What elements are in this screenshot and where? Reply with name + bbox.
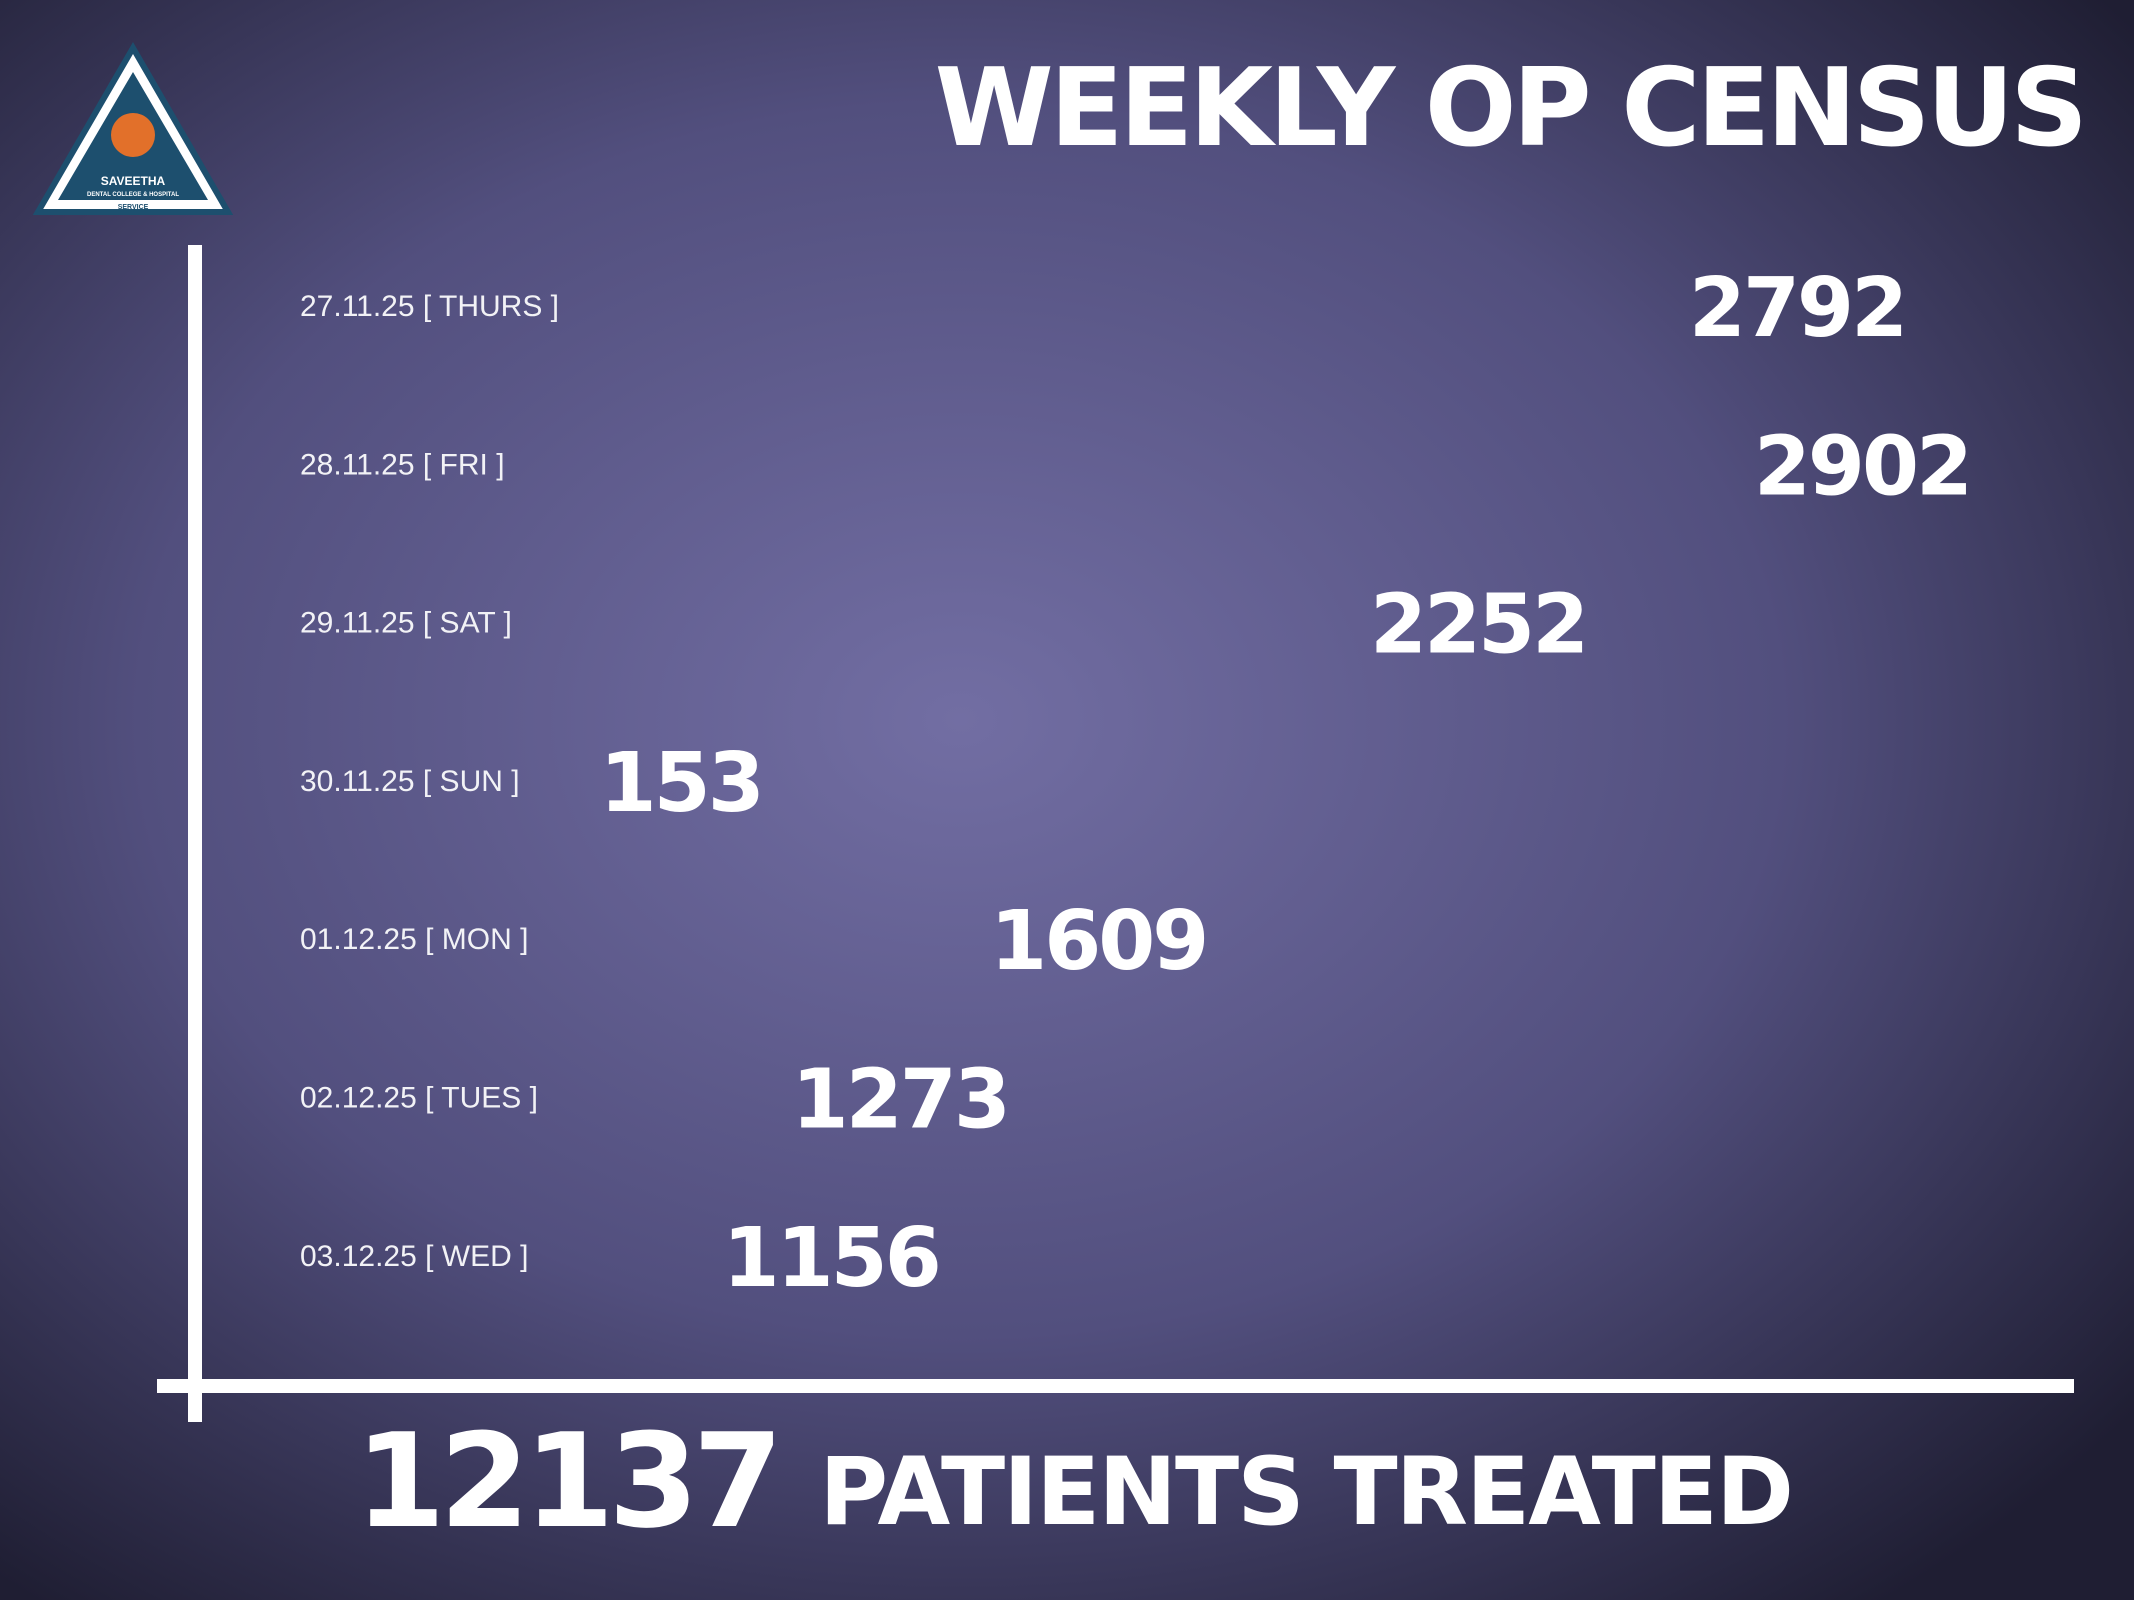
logo-bottom: SERVICE (118, 204, 149, 211)
category-label: 29.11.25 [ SAT ] (300, 607, 512, 640)
value-label: 2792 (1689, 261, 1905, 356)
value-label: 1273 (792, 1053, 1008, 1148)
chart-title: WEEKLY OP CENSUS (935, 46, 2084, 171)
category-label: 01.12.25 [ MON ] (300, 923, 528, 956)
logo: SAVEETHA DENTAL COLLEGE & HOSPITAL SERVI… (32, 42, 234, 215)
value-label: 2902 (1754, 419, 1970, 514)
value-label: 153 (600, 736, 762, 831)
logo-name: SAVEETHA (101, 174, 166, 188)
total-label: PATIENTS TREATED (819, 1438, 1792, 1547)
category-label: 27.11.25 [ THURS ] (300, 290, 559, 323)
value-label: 2252 (1370, 578, 1586, 673)
category-label: 03.12.25 [ WED ] (300, 1240, 528, 1273)
total-line: 12137 PATIENTS TREATED (355, 1405, 1794, 1557)
logo-emblem (111, 113, 155, 157)
total: 12137 (355, 1405, 777, 1557)
logo-subtitle: DENTAL COLLEGE & HOSPITAL (87, 192, 179, 198)
value-label: 1609 (990, 894, 1206, 989)
category-label: 02.12.25 [ TUES ] (300, 1082, 538, 1115)
category-label: 30.11.25 [ SUN ] (300, 765, 520, 798)
category-label: 28.11.25 [ FRI ] (300, 448, 505, 481)
value-label: 1156 (723, 1211, 939, 1306)
